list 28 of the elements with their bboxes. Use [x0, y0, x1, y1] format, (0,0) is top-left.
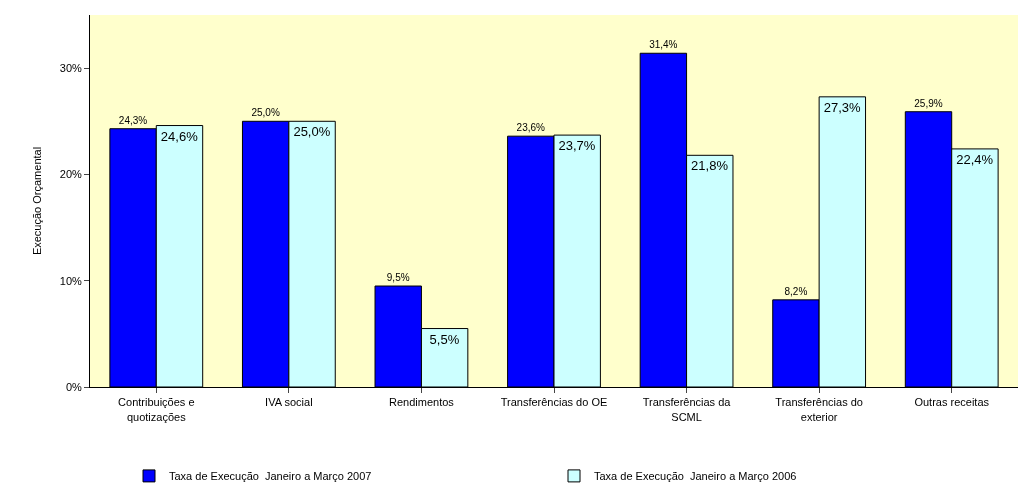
data-label: 24,6% [160, 128, 199, 144]
data-label: 25,9% [914, 97, 943, 109]
y-tick-label: 30% [59, 61, 82, 74]
x-tick-label: Contribuições e quotizações [118, 396, 195, 423]
x-tick-label: IVA social [265, 396, 313, 409]
y-tick-label: 20% [59, 168, 82, 181]
data-label: 8,2% [784, 285, 808, 297]
data-label: 23,7% [558, 138, 596, 154]
x-tick-label: Transferências do exterior [775, 396, 863, 423]
x-tick-label: Outras receitas [914, 396, 990, 409]
data-label: 24,3% [118, 114, 148, 126]
data-label: 22,4% [956, 151, 994, 167]
x-tick-label: Transferências do OE [500, 396, 608, 409]
data-label: 25,0% [293, 124, 331, 140]
data-label: 5,5% [429, 331, 460, 347]
data-label: 31,4% [649, 39, 678, 51]
y-axis-title: Execução Orçamental [31, 146, 44, 256]
data-label: 23,6% [516, 122, 546, 134]
data-label: 25,0% [251, 107, 280, 119]
x-tick-label: Transferências da SCML [642, 396, 732, 423]
data-label: 21,8% [691, 158, 729, 174]
data-label: 9,5% [386, 272, 410, 284]
data-label: 27,3% [823, 99, 861, 115]
y-tick-label: 0% [65, 380, 83, 393]
legend-label: Taxa de Execução Janeiro a Março 2006 [594, 470, 797, 483]
y-tick-label: 10% [59, 274, 82, 287]
legend-label: Taxa de Execução Janeiro a Março 2007 [169, 470, 372, 483]
x-tick-label: Rendimentos [389, 396, 455, 409]
